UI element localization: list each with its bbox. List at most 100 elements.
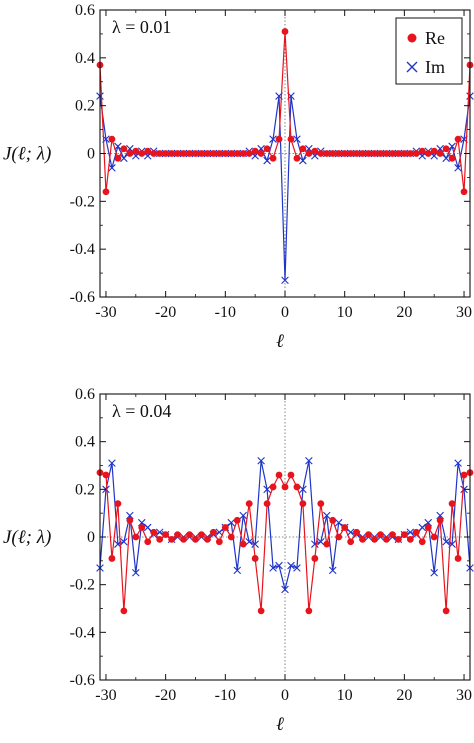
point-im: [448, 142, 456, 151]
point-re: [215, 150, 223, 157]
point-re: [389, 150, 396, 157]
ytick-label: -0.6: [70, 289, 95, 306]
point-re: [371, 150, 378, 157]
point-im: [239, 511, 248, 520]
point-re: [377, 150, 384, 157]
point-re: [406, 150, 414, 157]
point-re: [317, 500, 325, 508]
point-re: [299, 500, 307, 508]
point-re: [406, 535, 414, 543]
point-re: [400, 150, 408, 157]
legend-box: [395, 17, 463, 85]
point-re: [442, 145, 450, 153]
ytick-label: 0.6: [75, 2, 95, 19]
point-re: [341, 524, 349, 531]
point-im: [233, 566, 242, 575]
point-re: [394, 535, 402, 543]
point-re: [198, 531, 205, 539]
point-im: [108, 459, 116, 467]
point-re: [448, 154, 456, 162]
point-re: [251, 555, 259, 562]
point-re: [460, 471, 468, 479]
point-re: [114, 500, 122, 508]
point-im: [120, 154, 128, 163]
point-re: [287, 135, 295, 143]
xtick-label: 20: [396, 304, 412, 321]
y-axis-label: J(ℓ; λ): [3, 527, 51, 548]
x-axis-label: ℓ: [276, 714, 284, 735]
point-re: [305, 150, 313, 157]
point-re: [174, 150, 181, 157]
point-im: [293, 135, 301, 143]
point-im: [132, 568, 140, 577]
point-re: [168, 535, 176, 543]
point-re: [251, 147, 259, 155]
point-re: [281, 483, 289, 491]
point-re: [371, 535, 378, 543]
xtick-label: 20: [396, 687, 412, 704]
point-im: [299, 156, 307, 165]
point-re: [436, 516, 444, 524]
point-re: [227, 150, 235, 157]
point-re: [186, 531, 193, 539]
point-re: [454, 555, 462, 562]
point-re: [347, 538, 355, 546]
point-re: [293, 483, 301, 491]
ytick-label: 0.6: [75, 386, 95, 403]
point-im: [454, 164, 462, 172]
point-re: [418, 538, 426, 546]
point-re: [186, 150, 193, 157]
point-im: [442, 537, 450, 546]
point-re: [180, 150, 187, 157]
point-re: [389, 531, 396, 539]
point-re: [323, 150, 331, 157]
xtick-label: 0: [281, 304, 289, 321]
point-re: [448, 500, 456, 508]
xtick-label: -20: [155, 304, 176, 321]
point-im: [263, 156, 271, 165]
point-re: [383, 150, 390, 157]
point-re: [168, 150, 176, 157]
point-re: [108, 135, 116, 143]
point-re: [430, 147, 438, 155]
point-re: [323, 540, 331, 548]
point-re: [233, 516, 241, 524]
ytick-label: 0.2: [75, 98, 95, 115]
x-axis-label: ℓ: [276, 331, 284, 352]
point-im: [257, 456, 265, 465]
ytick-label: -0.2: [70, 577, 95, 594]
point-re: [198, 150, 205, 157]
point-re: [102, 188, 110, 196]
point-im: [317, 537, 325, 546]
ytick-label: 0: [87, 529, 95, 546]
point-re: [204, 535, 211, 543]
point-im: [287, 561, 295, 570]
point-im: [430, 568, 438, 577]
point-re: [209, 528, 217, 536]
point-re: [335, 150, 343, 157]
point-im: [281, 585, 289, 594]
point-re: [353, 528, 361, 536]
point-re: [424, 150, 432, 157]
point-re: [180, 535, 187, 543]
point-re: [132, 147, 140, 155]
legend-marker-re: [407, 33, 417, 43]
point-im: [269, 564, 277, 572]
ytick-label: 0.4: [75, 50, 95, 67]
point-re: [412, 528, 420, 536]
point-re: [174, 531, 181, 539]
point-re: [400, 531, 408, 539]
point-re: [245, 500, 253, 508]
point-re: [114, 154, 122, 162]
point-re: [305, 607, 313, 615]
ytick-label: 0.2: [75, 481, 95, 498]
point-re: [454, 135, 462, 143]
point-re: [108, 555, 116, 562]
ytick-label: -0.6: [70, 672, 95, 689]
point-re: [353, 150, 361, 157]
point-im: [406, 528, 415, 537]
point-re: [156, 150, 164, 157]
point-re: [329, 516, 337, 524]
ytick-label: -0.4: [70, 624, 95, 641]
